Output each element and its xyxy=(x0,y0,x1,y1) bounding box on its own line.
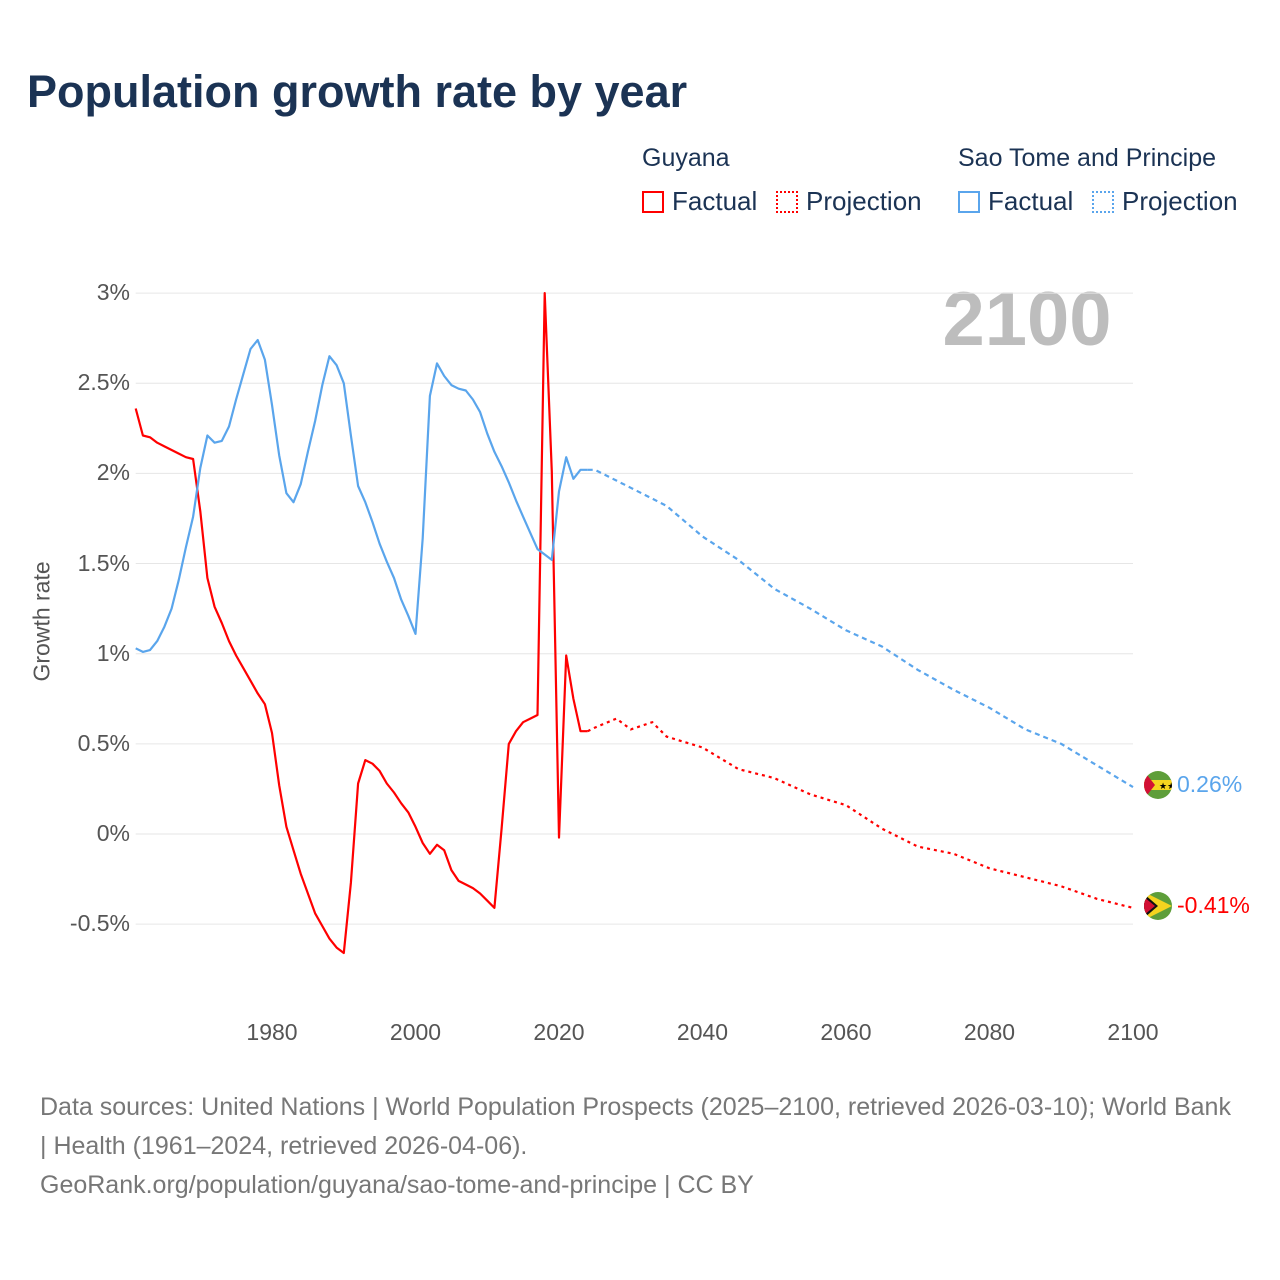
x-tick-label: 2100 xyxy=(1107,1019,1159,1045)
line-sao-tome-projection xyxy=(587,468,1134,789)
y-tick-label: 0% xyxy=(96,820,130,846)
x-tick-label: 2000 xyxy=(389,1019,442,1045)
legend-label: Projection xyxy=(1122,186,1238,216)
guyana-flag-icon xyxy=(1144,892,1172,920)
end-label-guyana: -0.41% xyxy=(1177,892,1250,918)
svg-text:★★: ★★ xyxy=(1159,781,1175,791)
y-tick-label: 2.5% xyxy=(77,369,130,396)
y-tick-label: -0.5% xyxy=(69,910,130,937)
chart-title: Population growth rate by year xyxy=(27,66,688,117)
footer-sources-text: Data sources: United Nations | World Pop… xyxy=(40,1093,1231,1160)
legend-swatch-solid xyxy=(642,190,664,213)
sao-tome-flag-icon: ★★ xyxy=(1144,771,1175,799)
footer-attribution[interactable]: GeoRank.org/population/guyana/sao-tome-a… xyxy=(40,1171,754,1199)
legend-guyana-factual[interactable]: Factual xyxy=(642,186,757,217)
y-tick-label: 0.5% xyxy=(77,729,130,756)
current-year-display: 2100 xyxy=(942,277,1112,362)
y-tick-label: 2% xyxy=(96,459,130,486)
legend-swatch-solid xyxy=(958,190,980,213)
legend-sao-tome-factual[interactable]: Factual xyxy=(958,186,1073,217)
y-tick-label: 3% xyxy=(96,279,130,306)
legend-sao-tome-projection[interactable]: Projection xyxy=(1092,186,1238,217)
legend-label: Factual xyxy=(988,186,1074,216)
legend-label: Projection xyxy=(806,186,922,216)
x-tick-label: 1980 xyxy=(246,1019,298,1045)
end-label-sao-tome: 0.26% xyxy=(1177,771,1243,797)
legend-label: Factual xyxy=(672,186,758,216)
footer-sources: Data sources: United Nations | World Pop… xyxy=(40,1088,1240,1205)
legend-group-guyana: Guyana xyxy=(642,144,730,172)
y-tick-label: 1.5% xyxy=(77,549,130,576)
line-sao-tome-factual xyxy=(135,338,588,653)
x-tick-label: 2040 xyxy=(676,1019,729,1045)
legend-group-sao-tome: Sao Tome and Principe xyxy=(958,144,1217,172)
line-guyana-projection xyxy=(587,717,1134,909)
x-tick-label: 2020 xyxy=(533,1019,585,1045)
legend-swatch-dotted xyxy=(1092,190,1114,213)
y-tick-label: 1% xyxy=(96,639,130,666)
legend-guyana-projection[interactable]: Projection xyxy=(776,186,922,217)
line-guyana-factual xyxy=(134,292,588,955)
legend-swatch-dotted xyxy=(776,190,798,213)
x-tick-label: 2080 xyxy=(963,1019,1016,1045)
x-tick-label: 2060 xyxy=(820,1019,872,1045)
